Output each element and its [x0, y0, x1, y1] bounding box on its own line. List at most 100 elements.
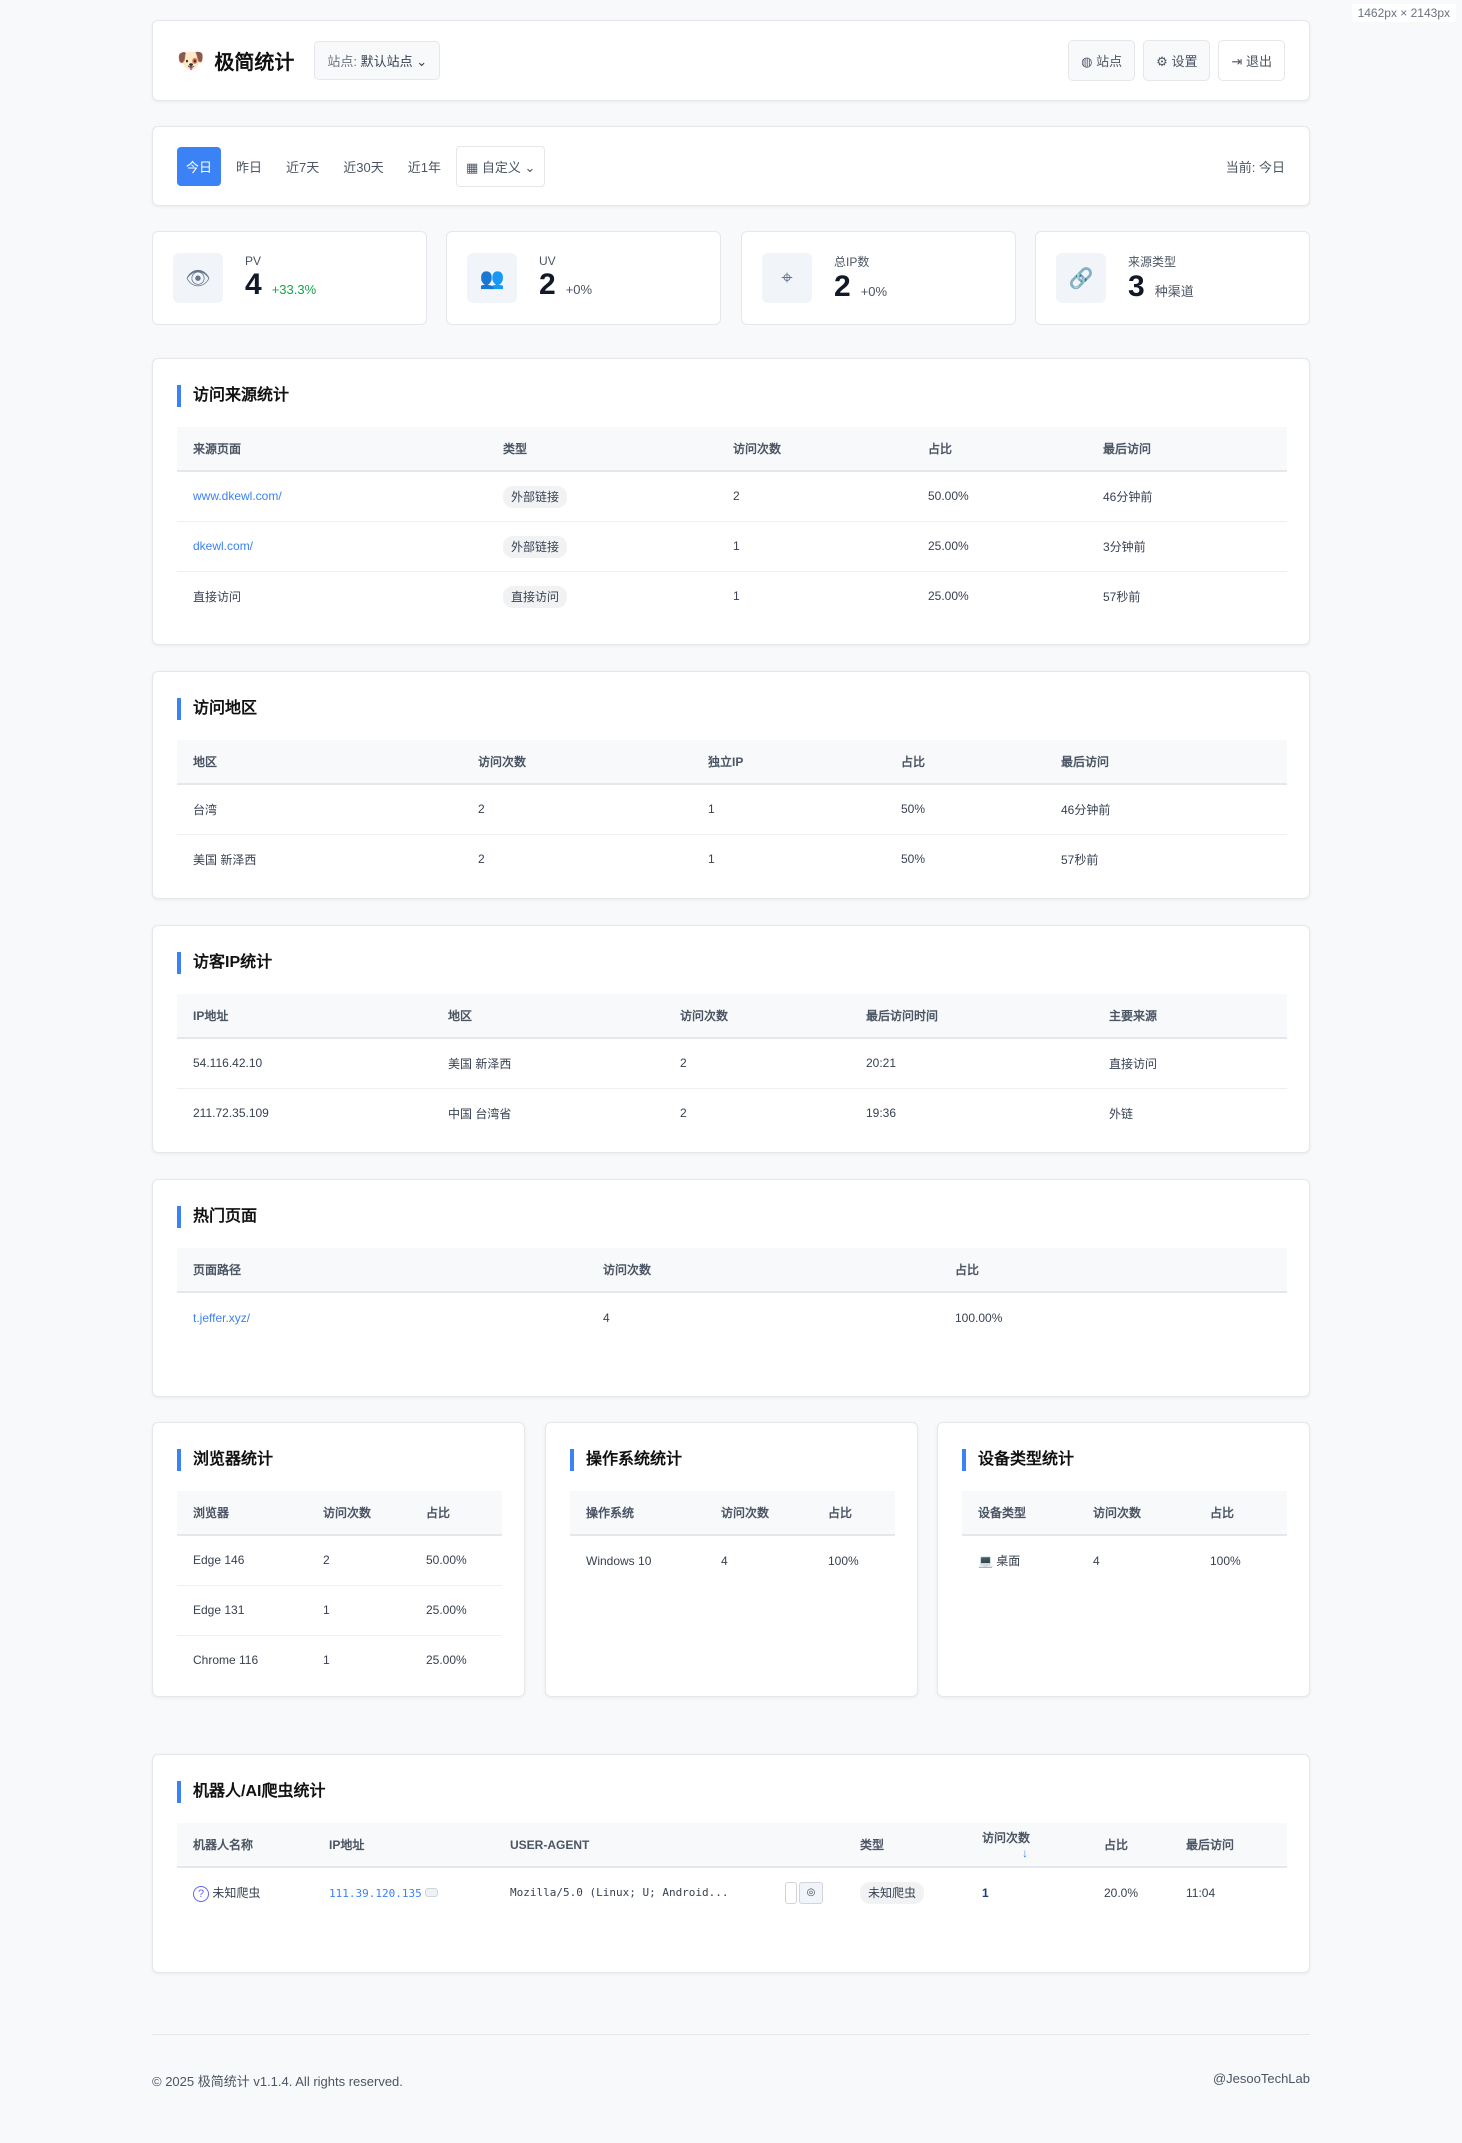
- type-badge: 未知爬虫: [860, 1882, 925, 1904]
- col-header: 访问次数: [705, 1491, 812, 1536]
- stat-card-ip: ⌖ 总IP数 2 +0%: [741, 231, 1016, 325]
- os-stats-card: 操作系统统计 操作系统 访问次数 占比 Windows 10 4 100%: [545, 1422, 918, 1697]
- stat-card-source-types: 🔗 来源类型 3 种渠道: [1035, 231, 1310, 325]
- copy-icon[interactable]: [425, 1887, 439, 1897]
- stat-delta: 种渠道: [1154, 283, 1194, 299]
- last-visit: 3分钟前: [1087, 521, 1287, 572]
- stat-value: 4: [245, 268, 262, 301]
- table-row: 211.72.35.109 中国 台湾省 2 19:36 外链: [177, 1088, 1287, 1138]
- dimension-label: 1462px × 2143px: [1351, 4, 1456, 22]
- stat-value: 2: [539, 268, 556, 301]
- share: 100%: [1210, 1553, 1241, 1568]
- device: 桌面: [996, 1554, 1021, 1568]
- last-visit: 46分钟前: [1087, 471, 1287, 522]
- page-link[interactable]: t.jeffer.xyz/: [193, 1310, 251, 1325]
- col-header: 占比: [410, 1491, 502, 1536]
- sites-button[interactable]: ◍ 站点: [1068, 40, 1136, 81]
- stat-card-uv: 👥 UV 2 +0%: [446, 231, 721, 325]
- tab-today[interactable]: 今日: [177, 146, 222, 186]
- custom-range-button[interactable]: ▦ 自定义 ⌄: [455, 145, 546, 187]
- site-selector[interactable]: 站点: 默认站点 ⌄: [314, 41, 441, 80]
- sort-icon: ↓: [1022, 1846, 1028, 1860]
- section-title: 访问地区: [177, 698, 257, 720]
- visits: 4: [721, 1553, 728, 1568]
- logout-button[interactable]: ⇥ 退出: [1218, 40, 1285, 81]
- location-icon: ⌖: [762, 253, 812, 303]
- view-icon[interactable]: ◎: [799, 1881, 823, 1904]
- unique-ip: 1: [708, 852, 715, 867]
- user-agent: Mozilla/5.0 (Linux; U; Android...: [510, 1885, 729, 1899]
- ip: 211.72.35.109: [193, 1106, 269, 1121]
- pages-table: 页面路径 访问次数 占比 t.jeffer.xyz/4 100.00%: [177, 1248, 1287, 1342]
- settings-button[interactable]: ⚙ 设置: [1143, 40, 1211, 81]
- table-row: Chrome 116 1 25.00%: [177, 1635, 502, 1685]
- browser-stats-card: 浏览器统计 浏览器 访问次数 占比 Edge 146 2 50.00% Edge 131…: [152, 1422, 525, 1697]
- visits: 4: [603, 1310, 610, 1325]
- share: 20.0%: [1104, 1885, 1139, 1900]
- region-stats-card: 访问地区 地区 访问次数 独立IP 占比 最后访问 台湾 2 1 50% 46分钟前 美国 新泽…: [152, 671, 1310, 899]
- visits: 1: [323, 1653, 330, 1668]
- tab-30days[interactable]: 近30天: [343, 159, 384, 175]
- browser: Chrome 116: [193, 1653, 259, 1668]
- stat-delta: +33.3%: [271, 282, 317, 297]
- tab-7days[interactable]: 近7天: [286, 159, 320, 175]
- table-row: 美国 新泽西 2 1 50% 57秒前: [177, 834, 1287, 884]
- hot-pages-card: 热门页面 页面路径 访问次数 占比 t.jeffer.xyz/4 100.00%: [152, 1179, 1310, 1397]
- col-header: 最后访问: [1087, 427, 1287, 472]
- col-header: 类型: [487, 427, 717, 472]
- globe-icon: ◍: [1081, 54, 1093, 69]
- stat-value: 2: [834, 269, 851, 303]
- stat-label: 总IP数: [834, 254, 870, 269]
- sites-label: 站点: [1096, 54, 1123, 69]
- col-header: 地区: [177, 740, 462, 785]
- os: Windows 10: [586, 1553, 652, 1568]
- tab-1year[interactable]: 近1年: [407, 159, 441, 175]
- source-name: 直接访问: [193, 589, 242, 604]
- logout-label: 退出: [1245, 54, 1272, 69]
- share: 25.00%: [426, 1653, 467, 1668]
- source-link[interactable]: dkewl.com/: [177, 521, 487, 572]
- last-visit: 57秒前: [1061, 852, 1099, 867]
- region: 中国 台湾省: [448, 1106, 512, 1121]
- table-row: Edge 146 2 50.00%: [177, 1535, 502, 1586]
- visits: 2: [717, 471, 912, 522]
- app-title: 极简统计: [214, 52, 295, 74]
- current-range: 当前: 今日: [1225, 159, 1285, 175]
- col-header: IP地址: [313, 1823, 494, 1868]
- link-icon: 🔗: [1056, 253, 1106, 303]
- region: 美国 新泽西: [193, 852, 257, 867]
- sort-visits-header[interactable]: 访问次数↓: [966, 1823, 1088, 1868]
- col-header: 页面路径: [177, 1248, 587, 1293]
- section-title: 访客IP统计: [177, 952, 272, 974]
- share: 50%: [901, 852, 926, 867]
- stat-label: 来源类型: [1128, 254, 1177, 269]
- main-source: 外链: [1109, 1106, 1134, 1121]
- col-header: 占比: [939, 1248, 1287, 1293]
- region: 台湾: [177, 784, 462, 835]
- stat-delta: +0%: [565, 282, 593, 297]
- col-header: 占比: [885, 740, 1045, 785]
- settings-label: 设置: [1171, 54, 1198, 69]
- col-header: 来源页面: [177, 427, 487, 472]
- gear-icon: ⚙: [1156, 54, 1168, 69]
- table-row: 台湾 2 1 50% 46分钟前: [177, 784, 1287, 835]
- col-header: 访问次数: [664, 994, 850, 1039]
- unique-ip: 1: [692, 784, 885, 835]
- copy-button[interactable]: [785, 1881, 797, 1904]
- last-visit: 19:36: [866, 1106, 897, 1121]
- last-visit: 11:04: [1186, 1885, 1216, 1900]
- bot-stats-card: 机器人/AI爬虫统计 机器人名称 IP地址 USER-AGENT 类型 访问次数↓ 占比最…: [152, 1754, 1310, 1973]
- visits: 4: [1093, 1553, 1100, 1568]
- visits: 1: [982, 1885, 989, 1900]
- col-header: 最后访问: [1045, 740, 1287, 785]
- question-icon: ?: [193, 1885, 209, 1902]
- credit-link[interactable]: @JesooTechLab: [1212, 2071, 1310, 2086]
- stat-value: 3: [1128, 269, 1145, 303]
- type-badge: 外部链接: [503, 485, 568, 508]
- source-link[interactable]: www.dkewl.com/: [177, 471, 487, 522]
- tab-yesterday[interactable]: 昨日: [236, 159, 263, 175]
- top-header: 🐶 极简统计 站点: 默认站点 ⌄ ◍ 站点 ⚙ 设置 ⇥ 退出: [152, 20, 1310, 101]
- source-table: 来源页面 类型 访问次数 占比 最后访问 www.dkewl.com/外部链接 2 50.0…: [177, 427, 1287, 621]
- table-row: dkewl.com/外部链接 1 25.00% 3分钟前: [177, 521, 1287, 572]
- bot-ip[interactable]: 111.39.120.135: [329, 1886, 422, 1900]
